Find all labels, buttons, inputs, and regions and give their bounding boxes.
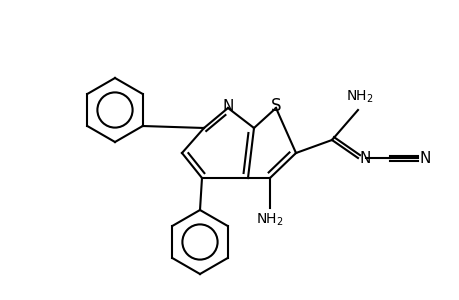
Text: NH$_2$: NH$_2$ bbox=[256, 212, 283, 228]
Text: NH$_2$: NH$_2$ bbox=[346, 88, 373, 105]
Text: N: N bbox=[359, 151, 370, 166]
Text: N: N bbox=[222, 98, 233, 113]
Text: S: S bbox=[270, 97, 280, 115]
Text: N: N bbox=[419, 151, 430, 166]
